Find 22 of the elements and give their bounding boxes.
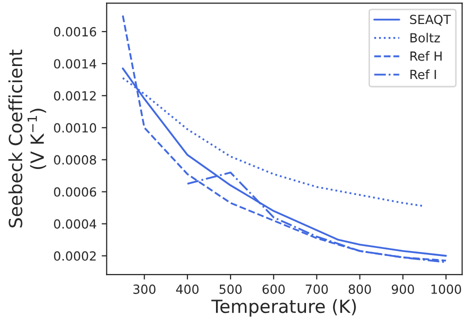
legend-label: Boltz — [410, 32, 440, 43]
x-axis-title: Temperature (K) — [211, 299, 356, 317]
x-tick-label: 600 — [262, 284, 285, 294]
y-tick-label: 0.0014 — [54, 59, 96, 69]
x-tick-label: 300 — [133, 284, 156, 294]
x-tick-label: 400 — [176, 284, 199, 294]
legend-label: SEAQT — [410, 14, 451, 26]
y-tick-label: 0.0012 — [54, 91, 96, 101]
x-tick-label: 700 — [306, 284, 328, 294]
x-tick-label: 1000 — [431, 284, 462, 294]
legend-label: Ref I — [410, 70, 436, 80]
y-tick-label: 0.0016 — [54, 27, 96, 37]
y-axis-title: Seebeck Coefficient (V K$^{−1}$) — [8, 50, 46, 228]
y-tick-label: 0.0004 — [54, 219, 96, 229]
x-tick-label: 800 — [348, 284, 371, 294]
x-tick-label: 900 — [392, 284, 414, 294]
x-tick-label: 500 — [220, 284, 242, 294]
y-tick-label: 0.0006 — [54, 187, 96, 197]
y-tick-label: 0.0010 — [54, 123, 96, 133]
y-tick-label: 0.0002 — [54, 251, 96, 261]
y-tick-label: 0.0008 — [54, 155, 96, 165]
legend-label: Ref H — [410, 51, 442, 61]
